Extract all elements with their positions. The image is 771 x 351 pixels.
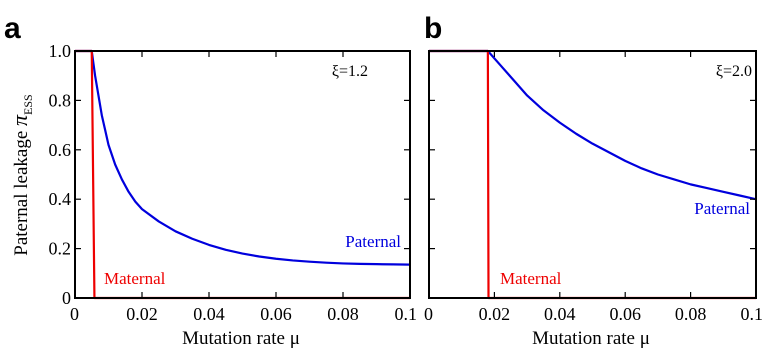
series-line-paternal-b bbox=[429, 49, 756, 201]
xi-annotation-a: ξ=1.2 bbox=[332, 63, 368, 80]
x-tick-label-a: 0.02 bbox=[126, 304, 158, 324]
panel-letter-b: b bbox=[424, 12, 442, 45]
x-axis-label-a: Mutation rate μ bbox=[182, 328, 300, 349]
x-tick-label-b: 0.06 bbox=[609, 304, 641, 324]
y-axis-label-text: Paternal leakage bbox=[11, 126, 32, 256]
series-label-maternal-a: Maternal bbox=[104, 269, 166, 288]
plot-frame-a bbox=[74, 50, 411, 299]
y-tick-label-a: 0 bbox=[62, 288, 71, 308]
y-tick-label-a: 0.6 bbox=[49, 140, 72, 160]
x-tick-label-b: 0.08 bbox=[675, 304, 707, 324]
x-tick-label-b: 0.04 bbox=[544, 304, 576, 324]
panel-b: b 0 0.02 0.04 0.06 0.08 0.1 ξ=2.0 Mutation ra… bbox=[424, 12, 763, 349]
x-tick-label-a: 0 bbox=[70, 304, 79, 324]
panel-a: a 0 0.02 0.04 0.06 0.08 0.1 0 0.2 0.4 0.6 0.8 1.0 ξ… bbox=[4, 12, 417, 349]
x-tick-label-b: 0.02 bbox=[479, 304, 511, 324]
x-tick-label-b: 0 bbox=[424, 304, 433, 324]
y-tick-label-a: 0.8 bbox=[49, 90, 72, 110]
series-line-maternal-b bbox=[429, 49, 756, 300]
y-tick-label-a: 0.2 bbox=[49, 239, 72, 259]
x-tick-label-a: 0.06 bbox=[260, 304, 292, 324]
y-tick-label-a: 0.4 bbox=[49, 189, 72, 209]
x-tick-label-a: 0.1 bbox=[395, 304, 418, 324]
plot-area-b: 0 0.02 0.04 0.06 0.08 0.1 bbox=[424, 49, 764, 324]
series-label-paternal-a: Paternal bbox=[345, 232, 401, 251]
x-tick-label-a: 0.04 bbox=[193, 304, 225, 324]
x-tick-label-b: 0.1 bbox=[741, 304, 764, 324]
panel-letter-a: a bbox=[4, 12, 21, 45]
series-label-paternal-b: Paternal bbox=[694, 199, 750, 218]
y-axis-label-symbol: π bbox=[7, 114, 32, 126]
plot-frame-b bbox=[428, 50, 757, 299]
y-axis-label-subscript: ESS bbox=[21, 94, 35, 115]
xi-annotation-b: ξ=2.0 bbox=[716, 63, 752, 80]
series-line-maternal-a bbox=[75, 49, 410, 300]
y-axis-label-a: Paternal leakage πESS bbox=[7, 94, 35, 255]
x-axis-label-b: Mutation rate μ bbox=[532, 328, 650, 349]
series-label-maternal-b: Maternal bbox=[500, 269, 562, 288]
plot-area-a: 0 0.02 0.04 0.06 0.08 0.1 0 0.2 0.4 0.6 0.8 1.0 bbox=[49, 41, 418, 324]
series-line-paternal-a bbox=[75, 49, 410, 266]
x-tick-label-a: 0.08 bbox=[327, 304, 359, 324]
y-tick-label-a: 1.0 bbox=[49, 41, 72, 61]
